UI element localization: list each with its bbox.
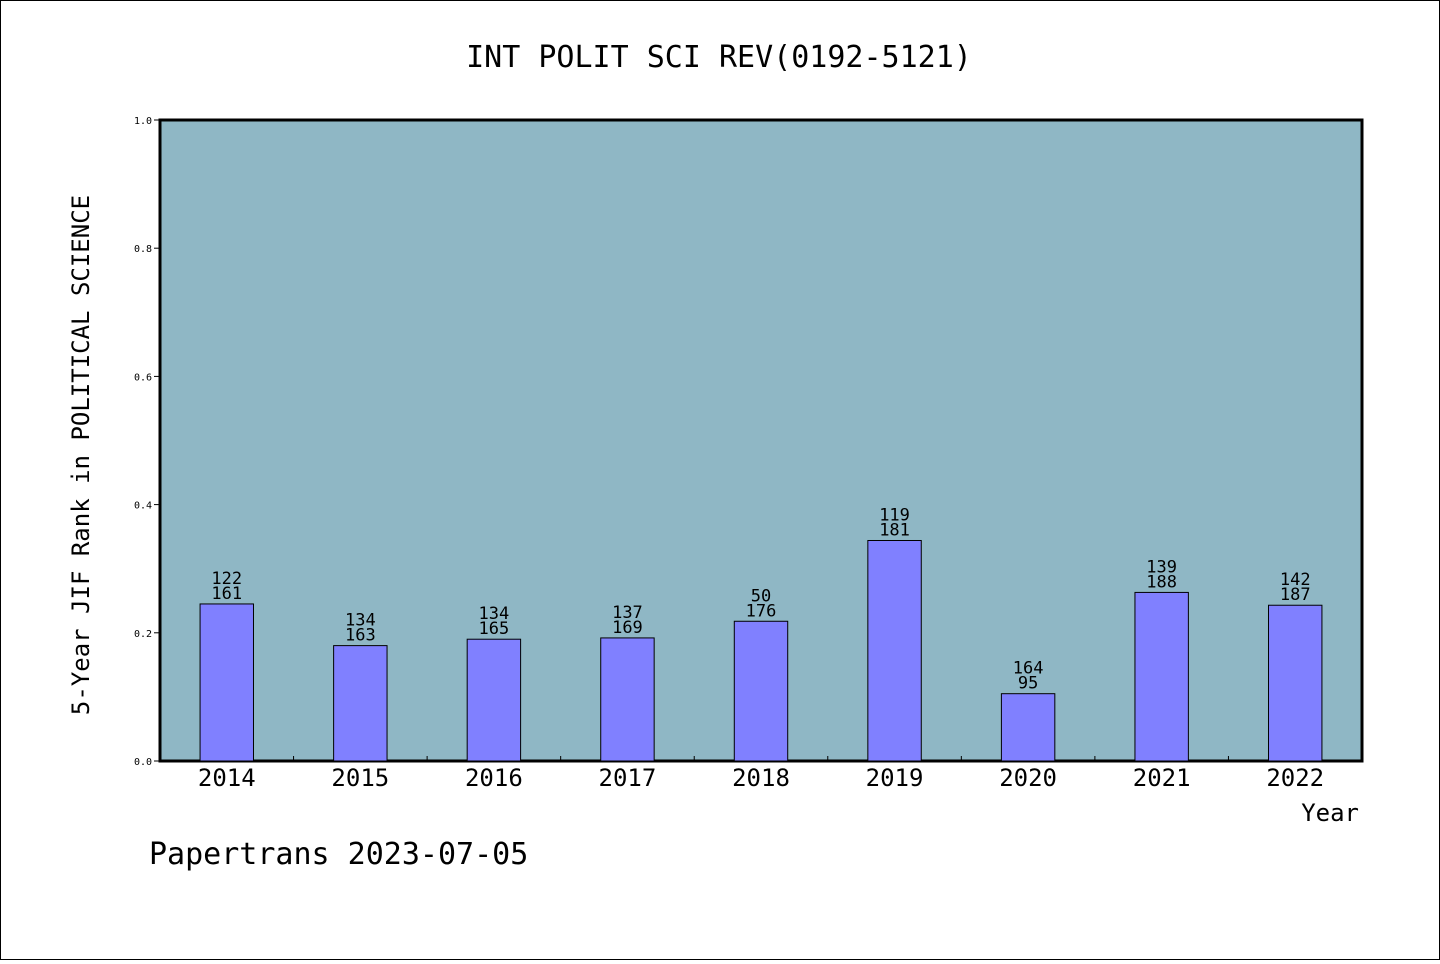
- y-tick-label: 0.0: [134, 757, 152, 768]
- bar-label-bottom: 165: [479, 619, 510, 639]
- bar-label-bottom: 95: [1018, 674, 1038, 694]
- y-tick-label: 1.0: [134, 116, 152, 127]
- bar-label-top: 122: [211, 569, 242, 589]
- bar-label-top: 142: [1280, 570, 1311, 590]
- bar-label-top: 134: [479, 604, 510, 624]
- bar-label-top: 139: [1146, 557, 1177, 577]
- bar-2014: [199, 603, 254, 762]
- bar-2018: [733, 620, 789, 762]
- bar-2019: [867, 539, 922, 762]
- bar-label-bottom: 176: [746, 601, 777, 621]
- bar-label-top: 119: [879, 505, 910, 525]
- bar-2021: [1134, 591, 1189, 762]
- bars-group: [199, 539, 1323, 762]
- y-axis-label: 5-Year JIF Rank in POLITICAL SCIENCE: [67, 195, 95, 715]
- bar-2015: [333, 645, 388, 762]
- chart-title: INT POLIT SCI REV(0192-5121): [466, 40, 972, 75]
- x-tick-label: 2020: [999, 764, 1057, 792]
- bar-2020: [1000, 693, 1056, 762]
- bar-label-bottom: 188: [1146, 572, 1177, 592]
- y-tick-label: 0.6: [134, 372, 152, 383]
- bar-label-bottom: 187: [1280, 585, 1311, 605]
- x-tick-label: 2019: [866, 764, 924, 792]
- bar-labels-group: 1221611341631341651371695017611918116495…: [211, 505, 1310, 693]
- bar-label-top: 137: [612, 603, 643, 623]
- bar-label-bottom: 181: [879, 520, 910, 540]
- bar-2016: [466, 638, 522, 762]
- bar-2017: [600, 637, 655, 762]
- bar-label-top: 134: [345, 611, 376, 631]
- x-tick-label: 2017: [599, 764, 657, 792]
- bar-label-bottom: 169: [612, 618, 643, 638]
- y-tick-label: 0.8: [134, 244, 152, 255]
- bar-label-top: 164: [1013, 659, 1044, 679]
- bar-label-bottom: 163: [345, 626, 376, 646]
- x-axis-label: Year: [1301, 799, 1359, 827]
- footer-text: Papertrans 2023-07-05: [149, 837, 528, 872]
- bar-label-top: 50: [751, 586, 771, 606]
- bar-2022: [1268, 604, 1323, 762]
- x-tick-label: 2018: [732, 764, 790, 792]
- x-tick-label: 2022: [1266, 764, 1324, 792]
- x-tick-label: 2016: [465, 764, 523, 792]
- y-tick-label: 0.2: [134, 629, 152, 640]
- y-tick-label: 0.4: [134, 501, 152, 512]
- x-tick-label: 2015: [331, 764, 389, 792]
- bar-label-bottom: 161: [211, 584, 242, 604]
- x-axis-ticks: 2014 2015 2016 2017 2018 2019 2020 2021 2022: [198, 756, 1324, 792]
- y-axis-ticks: 0.0 0.2 0.4 0.6 0.8 1.0: [134, 116, 160, 768]
- x-tick-label: 2021: [1133, 764, 1191, 792]
- x-tick-label: 2014: [198, 764, 256, 792]
